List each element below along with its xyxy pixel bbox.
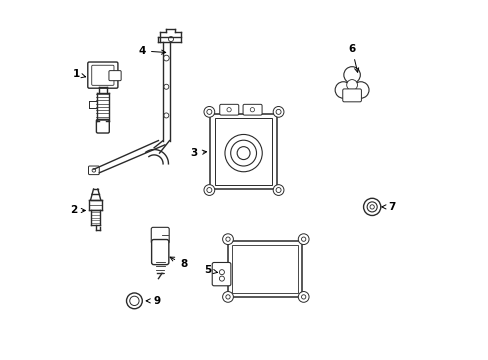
Circle shape (129, 296, 139, 306)
Circle shape (203, 185, 214, 195)
Circle shape (206, 109, 211, 114)
Circle shape (226, 108, 231, 112)
Circle shape (273, 185, 284, 195)
FancyBboxPatch shape (92, 65, 114, 85)
Text: 1: 1 (72, 69, 85, 79)
Circle shape (225, 237, 230, 241)
FancyBboxPatch shape (243, 104, 262, 115)
Circle shape (301, 295, 305, 299)
Circle shape (222, 234, 233, 244)
Circle shape (298, 292, 308, 302)
FancyBboxPatch shape (151, 227, 169, 243)
FancyBboxPatch shape (96, 120, 109, 133)
Circle shape (222, 292, 233, 302)
Circle shape (92, 168, 96, 172)
Text: 3: 3 (190, 148, 206, 158)
Circle shape (369, 205, 373, 209)
Text: 4: 4 (138, 46, 165, 56)
Text: 9: 9 (146, 296, 160, 306)
Circle shape (346, 80, 357, 90)
Circle shape (206, 188, 211, 193)
FancyBboxPatch shape (214, 118, 272, 185)
Circle shape (230, 140, 256, 166)
Circle shape (363, 198, 380, 216)
FancyBboxPatch shape (219, 104, 238, 115)
FancyBboxPatch shape (228, 241, 301, 297)
FancyBboxPatch shape (88, 166, 99, 175)
Text: 7: 7 (381, 202, 395, 212)
Circle shape (301, 237, 305, 241)
Circle shape (276, 109, 281, 114)
Circle shape (219, 270, 224, 275)
Circle shape (225, 295, 230, 299)
Text: 8: 8 (170, 257, 187, 269)
Circle shape (163, 55, 169, 61)
Circle shape (276, 188, 281, 193)
Text: 6: 6 (348, 44, 358, 72)
Circle shape (237, 147, 249, 159)
FancyBboxPatch shape (342, 89, 361, 102)
FancyBboxPatch shape (210, 114, 276, 189)
Circle shape (126, 293, 142, 309)
FancyBboxPatch shape (88, 62, 118, 88)
Circle shape (219, 276, 224, 281)
Circle shape (168, 37, 173, 41)
FancyBboxPatch shape (151, 239, 168, 265)
FancyBboxPatch shape (212, 262, 230, 286)
Circle shape (163, 84, 168, 89)
FancyBboxPatch shape (109, 71, 121, 81)
Circle shape (163, 113, 168, 118)
Circle shape (352, 82, 368, 98)
Circle shape (298, 234, 308, 244)
Circle shape (273, 107, 284, 117)
Circle shape (224, 134, 262, 172)
Text: 2: 2 (70, 206, 85, 216)
Circle shape (334, 82, 351, 98)
FancyBboxPatch shape (231, 244, 298, 293)
Circle shape (203, 107, 214, 117)
Circle shape (366, 202, 376, 212)
Circle shape (250, 108, 254, 112)
Text: 5: 5 (204, 265, 217, 275)
Circle shape (343, 67, 360, 83)
